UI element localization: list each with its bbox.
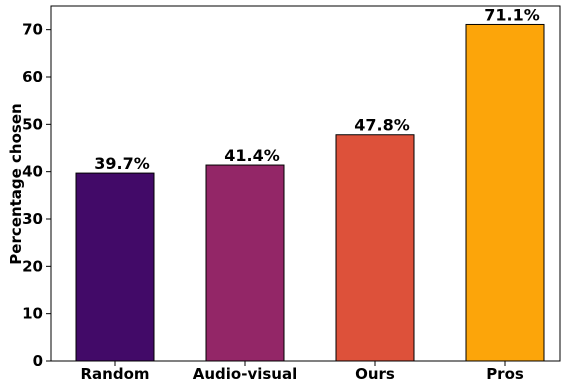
bar-audio-visual xyxy=(205,164,285,362)
y-tick-label: 60 xyxy=(22,68,43,86)
y-tick-label: 40 xyxy=(22,163,43,181)
bar-data-label: 47.8% xyxy=(354,116,410,135)
y-tick-label: 0 xyxy=(33,352,43,370)
x-tick-label: Ours xyxy=(355,365,395,381)
x-tick-label: Pros xyxy=(486,365,524,381)
x-tick-label: Audio-visual xyxy=(193,365,298,381)
y-tick-label: 20 xyxy=(22,257,43,275)
plot-frame xyxy=(50,5,561,362)
bar-data-label: 71.1% xyxy=(484,5,540,24)
x-tick-label: Random xyxy=(80,365,149,381)
y-tick-label: 50 xyxy=(22,115,43,133)
bar-pros xyxy=(465,23,545,362)
bar-ours xyxy=(335,134,415,362)
bar-random xyxy=(75,172,155,362)
y-axis-label: Percentage chosen xyxy=(7,103,25,264)
y-axis-ticks: 0 10 20 30 40 50 60 70 xyxy=(22,21,51,370)
bars: 39.7% 41.4% 47.8% 71.1% xyxy=(75,5,545,362)
bar-data-label: 41.4% xyxy=(224,146,280,165)
bar-data-label: 39.7% xyxy=(94,154,150,173)
y-tick-label: 70 xyxy=(22,21,43,39)
y-tick-label: 30 xyxy=(22,210,43,228)
y-tick-label: 10 xyxy=(22,305,43,323)
x-axis-ticks: Random Audio-visual Ours Pros xyxy=(80,361,524,381)
